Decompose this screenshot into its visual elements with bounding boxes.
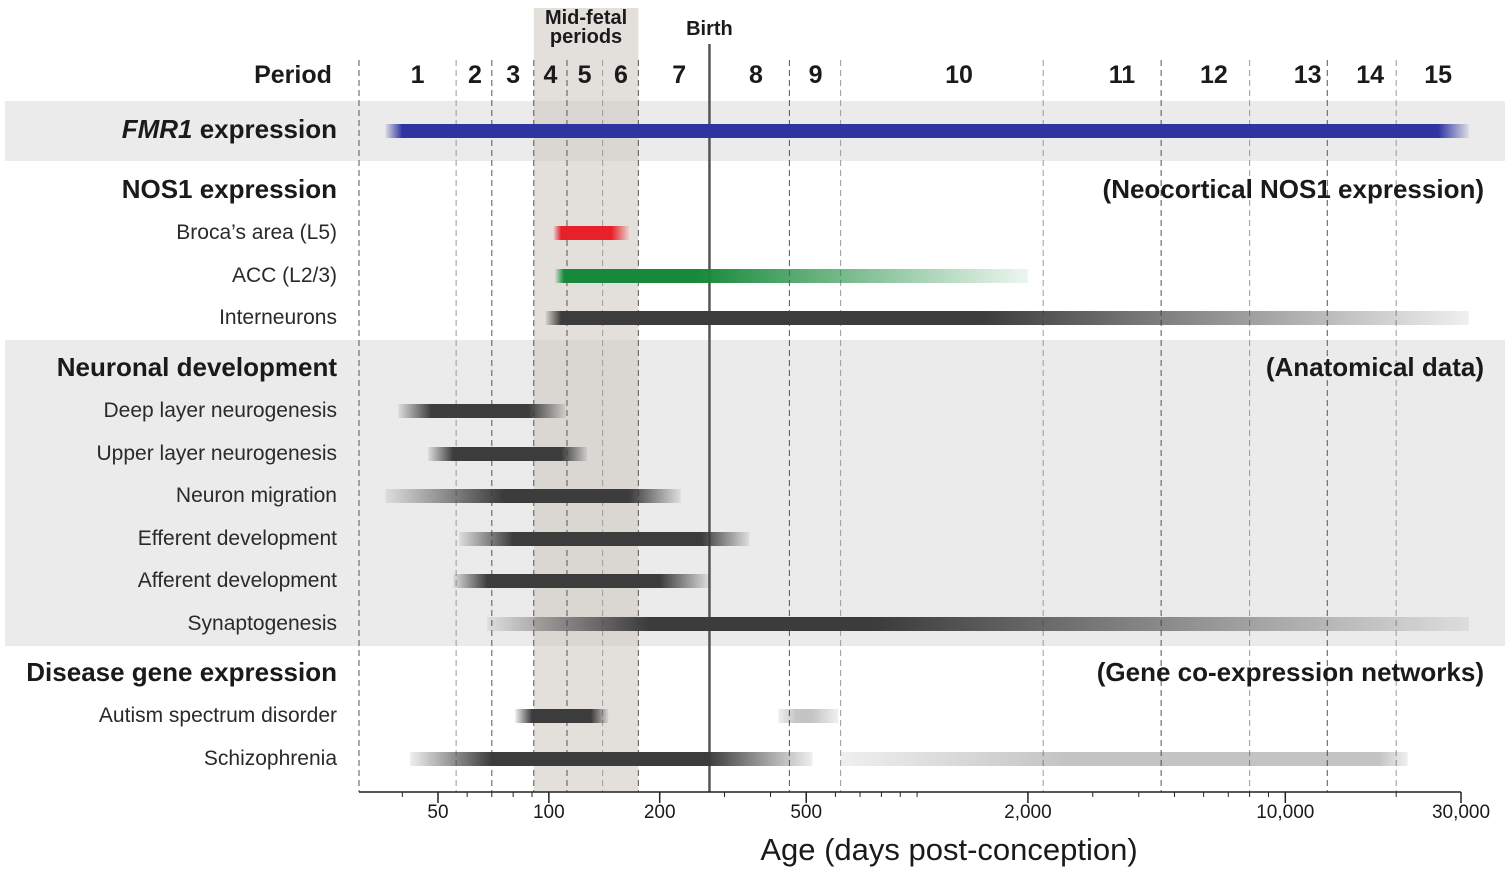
mid-fetal-label: Mid-fetal periods [544,7,628,48]
x-tick-label-4: 2,000 [1004,802,1052,823]
bar-3-1-1 [840,752,1408,766]
period-label-5: 5 [577,61,592,89]
period-label-15: 15 [1424,61,1453,89]
bar-3-1-0 [410,752,813,766]
x-tick-label-2: 200 [643,802,676,823]
row-label-1-0: Broca’s area (L5) [176,221,337,244]
bar-3-0-0 [515,709,609,723]
period-label-12: 12 [1200,61,1228,89]
section-note-3: (Gene co-expression networks) [1096,657,1484,687]
row-label-1-1: ACC (L2/3) [231,264,337,287]
row-label-2-5: Synaptogenesis [187,612,337,635]
x-tick-label-1: 100 [532,802,565,823]
period-label-11: 11 [1108,61,1136,89]
row-label-1-2: Interneurons [219,306,337,329]
bar-2-1-0 [428,447,588,461]
period-label-9: 9 [808,61,823,89]
period-label-6: 6 [614,61,628,89]
mid-fetal-label-line2: periods [549,26,623,48]
section-title-1: NOS1 expression [121,174,337,204]
section-title-3: Disease gene expression [26,657,337,687]
row-label-2-2: Neuron migration [175,484,337,507]
mid-fetal-region [533,8,639,792]
section-title-0: FMR1 expression [121,114,337,144]
period-label-13: 13 [1293,61,1322,89]
x-axis-title: Age (days post-conception) [760,832,1138,867]
period-label-2: 2 [468,61,482,89]
x-tick-label-6: 30,000 [1431,802,1491,823]
period-label-14: 14 [1356,61,1385,89]
bar-1-1-0 [555,269,1028,283]
bar-2-4-0 [453,574,710,588]
row-label-2-3: Efferent development [137,527,337,550]
bar-2-0-0 [398,404,566,418]
bar-2-5-0 [487,617,1469,631]
bar-1-0-0 [553,226,629,240]
section-band-2 [5,340,1505,646]
bar-2-3-0 [458,532,750,546]
period-label-10: 10 [945,61,973,89]
period-label-7: 7 [672,61,687,89]
period-label-1: 1 [410,61,425,89]
section-note-2: (Anatomical data) [1265,352,1484,382]
bar-2-2-0 [385,489,681,503]
x-tick-label-5: 10,000 [1256,802,1315,823]
expression-bars [385,124,1469,766]
section-title-2: Neuronal development [56,352,337,382]
x-tick-label-3: 500 [790,802,823,823]
row-label-2-1: Upper layer neurogenesis [96,442,337,465]
row-label-2-4: Afferent development [137,569,337,592]
row-label-3-0: Autism spectrum disorder [98,704,337,727]
section-note-1: (Neocortical NOS1 expression) [1102,174,1484,204]
row-label-2-0: Deep layer neurogenesis [103,399,337,422]
x-tick-label-0: 50 [427,802,449,823]
period-label-3: 3 [506,61,521,89]
period-boundary-lines [358,44,1397,792]
bar-3-0-1 [778,709,839,723]
mid-fetal-layer [533,8,639,792]
period-header: Period [254,61,332,89]
x-axis [359,791,1462,803]
mid-fetal-label-line1: Mid-fetal [544,7,628,29]
bar-1-2-0 [545,311,1469,325]
birth-label: Birth [686,18,733,40]
bar-0-0-0 [385,124,1469,138]
period-label-8: 8 [748,61,763,89]
section-bands [5,101,1505,646]
period-label-4: 4 [543,61,558,89]
row-label-3-1: Schizophrenia [203,747,337,770]
